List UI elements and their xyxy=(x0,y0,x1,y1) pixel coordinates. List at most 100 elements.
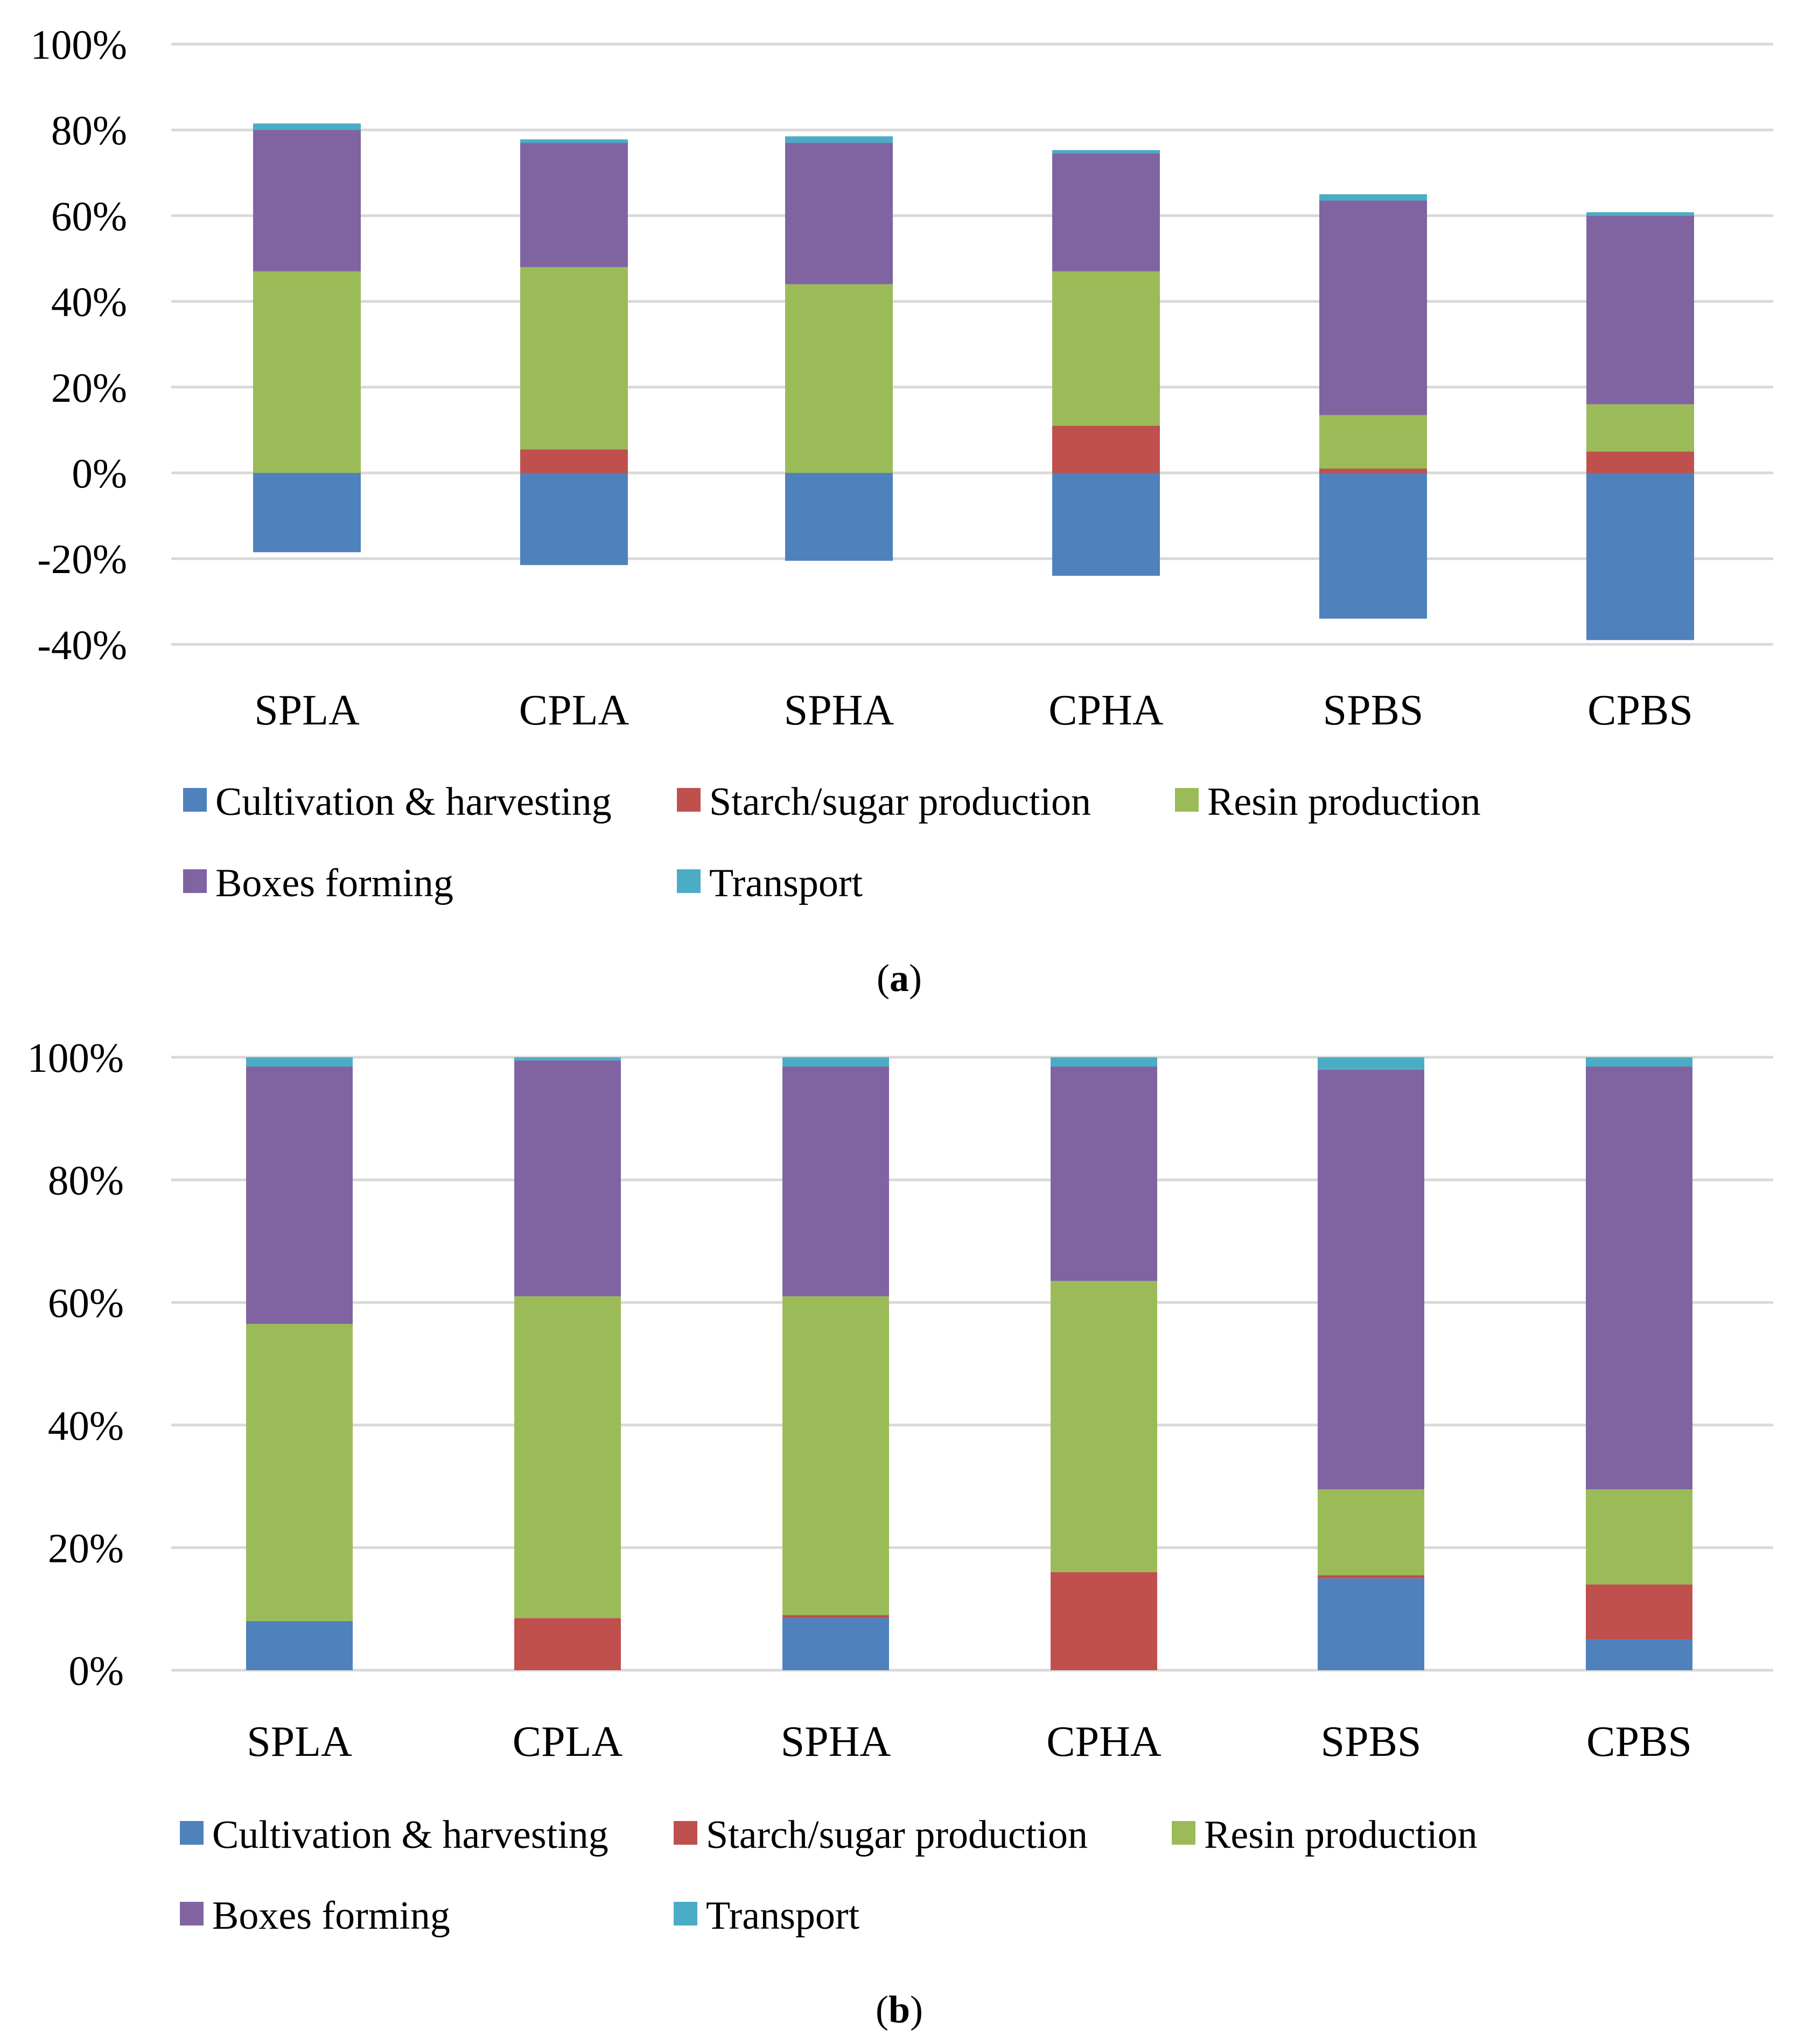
category-label-cpbs: CPBS xyxy=(1586,1718,1692,1766)
bar-segment-cultivation xyxy=(1586,473,1694,640)
bar-segment-cultivation xyxy=(785,473,893,561)
bar-segment-resin xyxy=(520,267,628,450)
legend-label-boxes: Boxes forming xyxy=(212,1894,450,1938)
panel-b-chart: 100% 80% 60% 40% 20% 0% SPLA CPLA SPHA CPHA SPBS C… xyxy=(27,1035,1773,2031)
bar-segment-boxes xyxy=(1586,1066,1692,1490)
panel-b-legend-transport: Transport xyxy=(674,1894,860,1938)
bar-segment-resin xyxy=(246,1324,353,1621)
bar-segment-transport xyxy=(1586,1057,1692,1067)
bar-segment-starch xyxy=(1052,425,1160,473)
bar-segment-boxes xyxy=(782,1066,889,1296)
bar-segment-boxes xyxy=(520,143,628,267)
legend-swatch-boxes xyxy=(180,1902,204,1926)
panel-a-caption-letter: a xyxy=(890,957,909,1000)
bar-segment-starch xyxy=(1319,469,1427,473)
bar-segment-starch xyxy=(1586,451,1694,473)
legend-label-starch: Starch/sugar production xyxy=(706,1813,1088,1857)
bar-segment-cultivation xyxy=(1318,1578,1424,1670)
panel-b-legend: Cultivation & harvesting Starch/sugar pr… xyxy=(180,1813,1478,1938)
y-tick-label: 0% xyxy=(68,1648,124,1694)
bar-segment-boxes xyxy=(253,130,361,271)
legend-swatch-transport xyxy=(677,869,701,893)
bar-group-spha xyxy=(782,1057,889,1670)
panel-a-legend-cultivation: Cultivation & harvesting xyxy=(183,780,612,824)
legend-swatch-resin xyxy=(1172,1821,1195,1845)
bar-segment-cultivation xyxy=(1319,473,1427,619)
panel-b-legend-boxes: Boxes forming xyxy=(180,1894,450,1938)
legend-swatch-transport xyxy=(674,1902,697,1926)
category-label-cpha: CPHA xyxy=(1046,1718,1162,1766)
bar-segment-resin xyxy=(1051,1281,1157,1572)
bar-segment-starch xyxy=(520,449,628,473)
y-tick-label: 20% xyxy=(48,1525,124,1571)
bar-segment-boxes xyxy=(246,1066,353,1324)
bar-segment-transport xyxy=(1586,212,1694,216)
bar-segment-resin xyxy=(253,271,361,473)
legend-label-cultivation: Cultivation & harvesting xyxy=(212,1813,608,1857)
panel-a-legend: Cultivation & harvesting Starch/sugar pr… xyxy=(183,780,1481,905)
panel-a-chart: 100% 80% 60% 40% 20% 0% -20% -40% SPLA CPLA SPHA C… xyxy=(30,22,1773,1000)
bar-group-cpbs xyxy=(1586,1057,1692,1670)
bar-segment-starch xyxy=(1586,1584,1692,1640)
category-label-spha: SPHA xyxy=(781,1718,891,1766)
bar-segment-starch xyxy=(1318,1575,1424,1579)
panel-b-legend-starch: Starch/sugar production xyxy=(674,1813,1088,1857)
panel-a-bars xyxy=(253,123,1694,640)
bar-segment-cultivation xyxy=(253,473,361,553)
bar-segment-starch xyxy=(1051,1572,1157,1670)
bar-segment-boxes xyxy=(514,1060,621,1296)
y-tick-label: 60% xyxy=(51,193,127,239)
y-tick-label: 80% xyxy=(51,107,127,154)
bar-segment-boxes xyxy=(785,143,893,284)
category-label-spla: SPLA xyxy=(247,1718,352,1766)
bar-group-cpla xyxy=(514,1057,621,1670)
legend-label-boxes: Boxes forming xyxy=(215,861,453,905)
category-label-spha: SPHA xyxy=(784,687,894,734)
panel-a-caption: (a) xyxy=(877,957,922,1000)
y-tick-label: 0% xyxy=(72,450,127,497)
y-tick-label: 80% xyxy=(48,1157,124,1204)
bar-segment-transport xyxy=(514,1057,621,1061)
bar-segment-transport xyxy=(785,136,893,143)
legend-label-transport: Transport xyxy=(706,1894,860,1938)
legend-label-resin: Resin production xyxy=(1204,1813,1478,1857)
y-tick-label: 20% xyxy=(51,365,127,411)
legend-label-cultivation: Cultivation & harvesting xyxy=(215,780,612,824)
bar-segment-boxes xyxy=(1586,215,1694,404)
y-tick-label: -20% xyxy=(37,536,127,582)
legend-swatch-cultivation xyxy=(183,788,207,812)
panel-b-y-tick-labels: 100% 80% 60% 40% 20% 0% xyxy=(27,1035,124,1694)
panel-a-legend-resin: Resin production xyxy=(1175,780,1481,824)
bar-segment-cultivation xyxy=(246,1621,353,1670)
bar-segment-boxes xyxy=(1319,200,1427,415)
legend-swatch-boxes xyxy=(183,869,207,893)
bar-segment-transport xyxy=(782,1057,889,1067)
panel-b-category-labels: SPLA CPLA SPHA CPHA SPBS CPBS xyxy=(247,1718,1692,1766)
category-label-cpbs: CPBS xyxy=(1587,687,1693,734)
bar-segment-transport xyxy=(1318,1057,1424,1070)
panel-b-caption: (b) xyxy=(876,1988,923,2031)
legend-swatch-starch xyxy=(677,788,701,812)
legend-swatch-starch xyxy=(674,1821,697,1845)
bar-group-spha xyxy=(785,136,893,561)
panel-a-legend-transport: Transport xyxy=(677,861,863,905)
legend-label-resin: Resin production xyxy=(1207,780,1481,824)
bar-segment-resin xyxy=(1052,271,1160,426)
legend-swatch-resin xyxy=(1175,788,1199,812)
bar-segment-boxes xyxy=(1318,1069,1424,1490)
legend-swatch-cultivation xyxy=(180,1821,204,1845)
category-label-cpha: CPHA xyxy=(1048,687,1164,734)
bar-segment-boxes xyxy=(1052,153,1160,271)
bar-group-spbs xyxy=(1318,1057,1424,1670)
bar-segment-resin xyxy=(785,284,893,473)
bar-segment-resin xyxy=(1319,415,1427,469)
panel-a-category-labels: SPLA CPLA SPHA CPHA SPBS CPBS xyxy=(254,687,1693,734)
bar-segment-cultivation xyxy=(520,473,628,566)
y-tick-label: -40% xyxy=(37,622,127,668)
category-label-spbs: SPBS xyxy=(1321,1718,1422,1766)
bar-segment-resin xyxy=(514,1296,621,1619)
bar-segment-cultivation xyxy=(1052,473,1160,576)
bar-group-cpha xyxy=(1051,1057,1157,1670)
panel-a-legend-boxes: Boxes forming xyxy=(183,861,453,905)
